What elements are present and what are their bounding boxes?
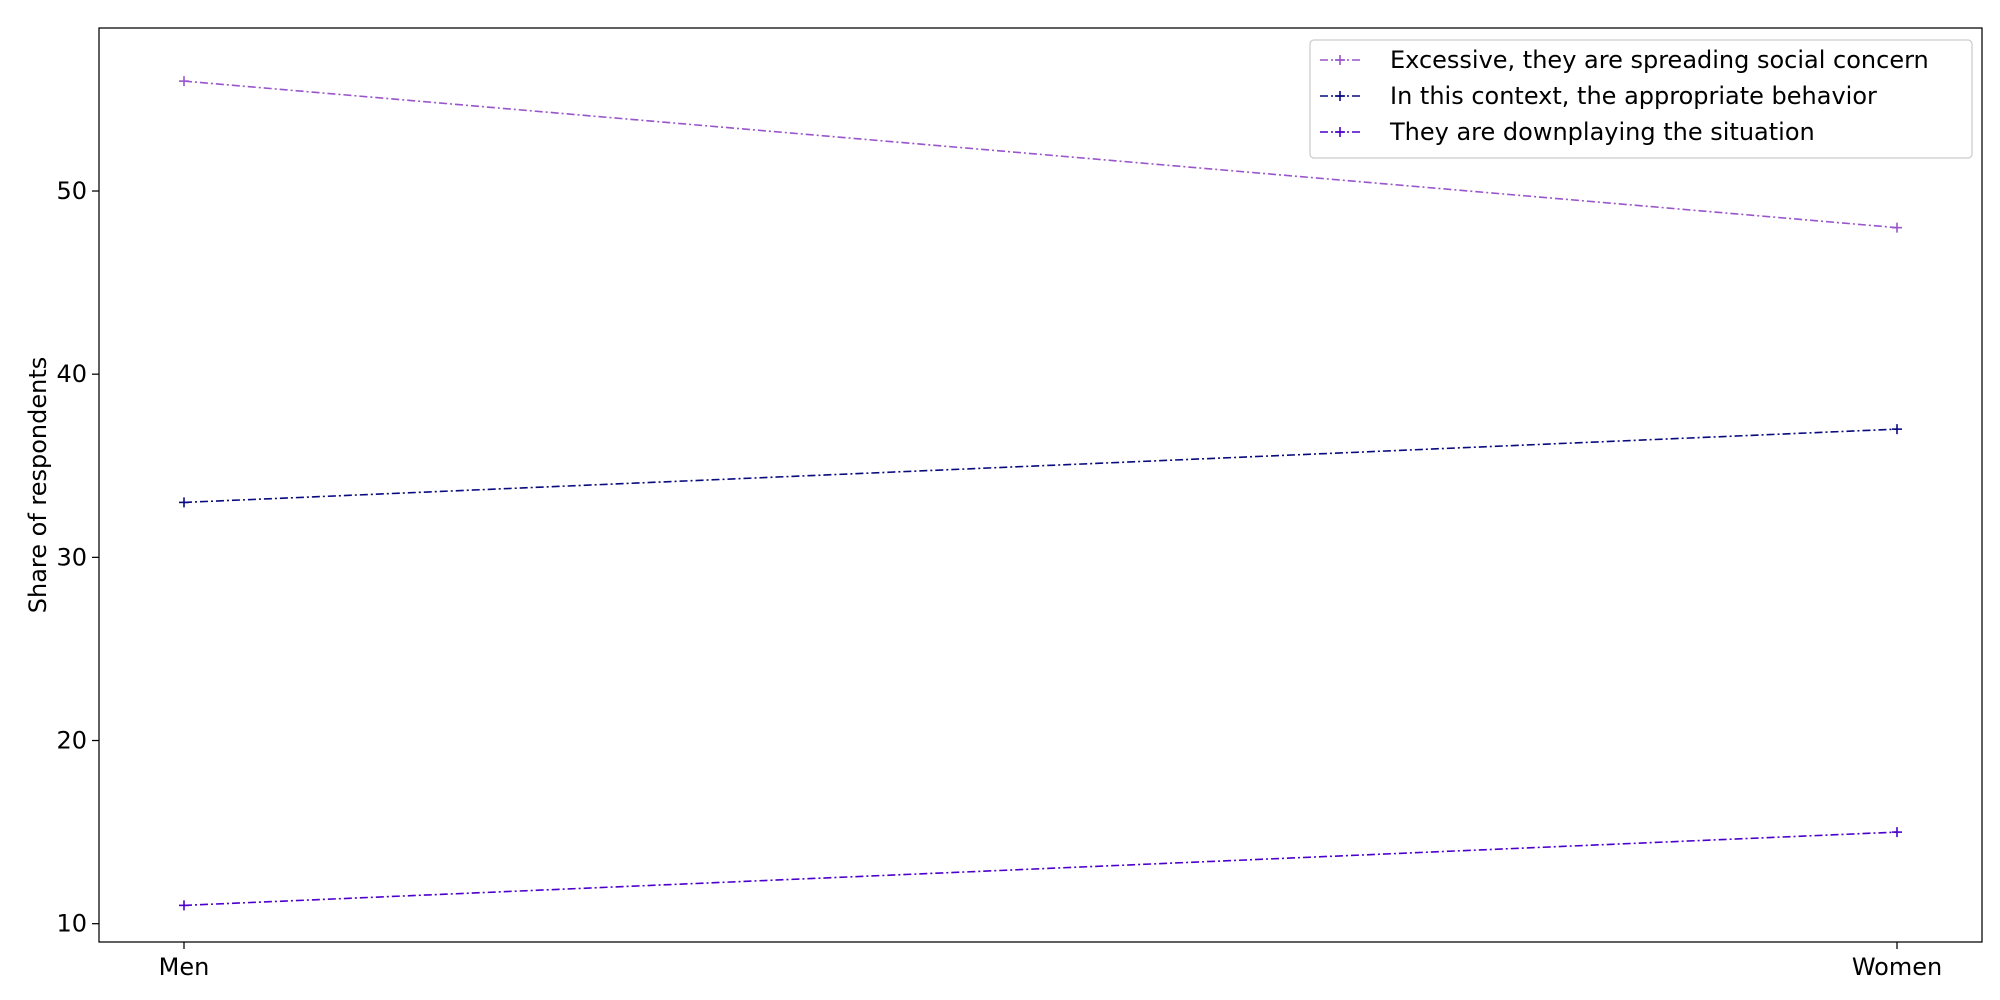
data-point bbox=[179, 76, 189, 87]
x-tick-label: Women bbox=[1852, 953, 1942, 981]
data-point bbox=[179, 497, 189, 508]
legend: Excessive, they are spreading social con… bbox=[1309, 39, 1973, 159]
legend-marker bbox=[1335, 127, 1345, 137]
x-axis: Men Women bbox=[159, 942, 1942, 981]
y-tick-label: 20 bbox=[56, 727, 87, 755]
data-point bbox=[179, 900, 189, 911]
series-line bbox=[183, 831, 1898, 907]
data-point bbox=[1892, 827, 1902, 838]
legend-label: In this context, the appropriate behavio… bbox=[1390, 82, 1877, 110]
legend-item: In this context, the appropriate behavio… bbox=[1320, 82, 1877, 110]
y-axis-label: Share of respondents bbox=[24, 357, 52, 614]
data-point bbox=[1892, 222, 1902, 233]
series-1 bbox=[179, 76, 1902, 233]
data-point bbox=[1892, 424, 1902, 435]
series-line bbox=[183, 428, 1898, 504]
legend-item: Excessive, they are spreading social con… bbox=[1320, 46, 1929, 74]
y-tick-label: 40 bbox=[56, 360, 87, 388]
series-2 bbox=[179, 424, 1902, 508]
y-tick-label: 30 bbox=[56, 543, 87, 571]
y-axis: 10 20 30 40 50 bbox=[56, 177, 99, 938]
series-line bbox=[183, 80, 1898, 229]
legend-label: Excessive, they are spreading social con… bbox=[1390, 46, 1929, 74]
legend-label: They are downplaying the situation bbox=[1389, 118, 1815, 146]
y-tick-label: 10 bbox=[56, 910, 87, 938]
series-layer bbox=[179, 76, 1902, 911]
series-3 bbox=[179, 827, 1902, 911]
y-tick-label: 50 bbox=[56, 177, 87, 205]
legend-item: They are downplaying the situation bbox=[1320, 118, 1815, 146]
legend-marker bbox=[1335, 91, 1345, 101]
legend-marker bbox=[1335, 55, 1345, 65]
legend-box bbox=[1309, 39, 1973, 159]
x-tick-label: Men bbox=[159, 953, 210, 981]
plot-frame bbox=[98, 27, 1983, 943]
